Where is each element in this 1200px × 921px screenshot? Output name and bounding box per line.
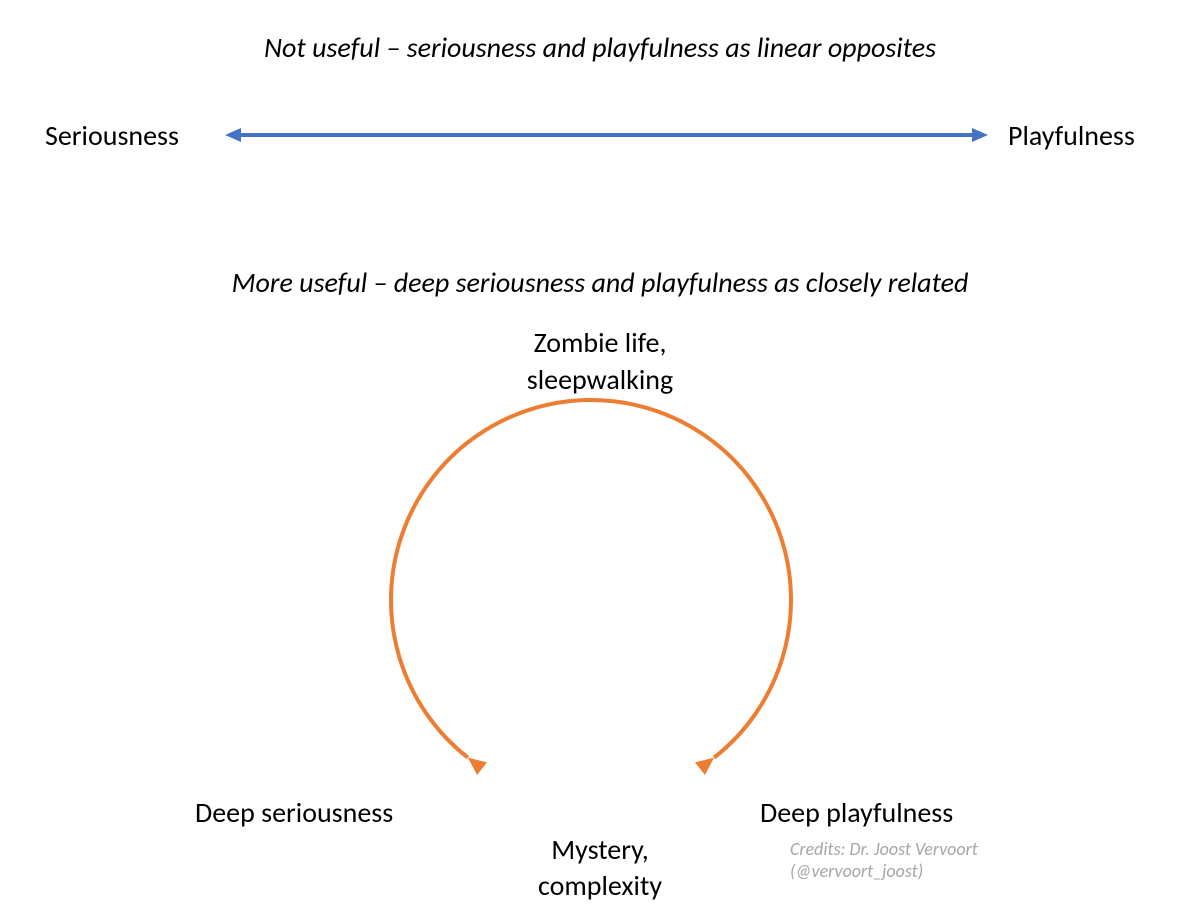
linear-double-arrow-icon bbox=[225, 128, 988, 142]
circular-double-arrow-icon bbox=[391, 400, 791, 775]
diagram-svg bbox=[0, 0, 1200, 921]
